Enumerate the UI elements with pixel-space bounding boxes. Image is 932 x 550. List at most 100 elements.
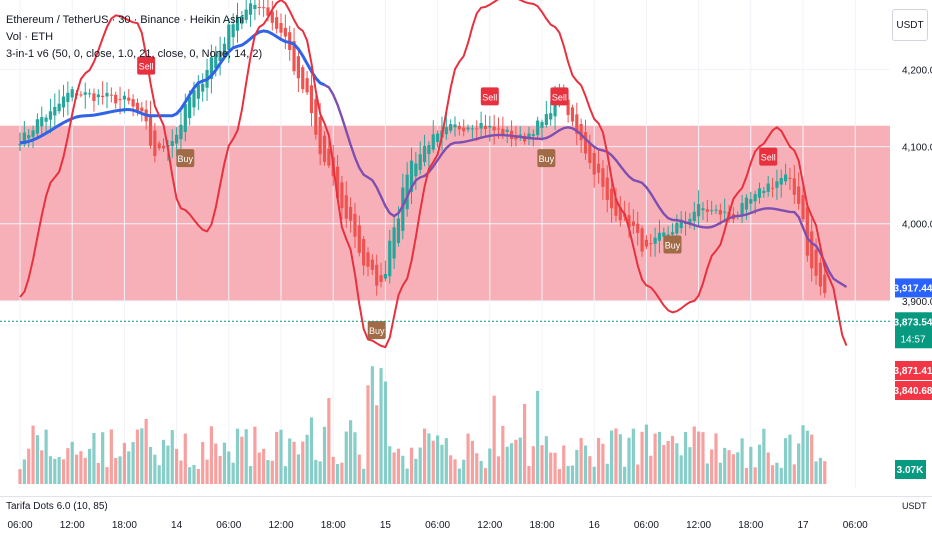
sell-signal-box [759,147,778,166]
volume-bar [40,450,44,484]
volume-bar [383,381,388,484]
volume-bar [427,433,431,484]
candle-body [357,225,361,253]
candle-body [79,94,83,96]
volume-bar [705,463,709,484]
candle-body [718,209,722,215]
volume-bar [727,450,731,484]
candle-body [431,134,435,150]
candle-body [601,168,605,187]
candle-body [270,11,274,23]
volume-bar [353,432,357,484]
candle-body [775,181,779,188]
candle-body [53,106,57,116]
volume-bar [670,435,675,484]
volume-bar [335,463,340,484]
volume-bar [614,428,618,484]
candle-body [340,182,344,209]
candle-body [649,243,653,245]
volume-bar [70,441,74,484]
bottom-pane-legend[interactable]: Tarifa Dots 6.0 (10, 85) [6,501,108,512]
volume-bar [283,466,287,484]
buy-signal-box [663,235,682,254]
volume-bar [666,440,670,484]
candle-body [457,125,461,130]
volume-bar [770,465,775,484]
buy-signal: Buy [663,235,682,254]
volume-bar [805,430,809,484]
candle-body [262,7,266,9]
price-label-box [895,312,932,349]
candle-body [48,111,53,120]
volume-bar [531,446,535,484]
candle-body [301,67,305,90]
candle-body [148,115,153,146]
candle-body [579,124,583,141]
candle-body [531,134,535,137]
candle-body [153,130,157,157]
volume-bar [331,456,335,484]
volume-bar [618,434,622,484]
candle-body [40,117,44,127]
indicator-legend[interactable]: 3-in-1 v6 (50, 0, close, 1.0, 21, close,… [6,48,263,60]
candle-body [470,128,475,130]
volume-bar [35,435,40,484]
volume-label-box [895,460,926,479]
volume-legend[interactable]: Vol · ETH [6,31,54,43]
candle-body [475,128,479,130]
candle-body [662,232,666,237]
candle-body [314,99,318,135]
candle-body [296,56,301,79]
candle-body [466,127,470,130]
volume-bar [44,429,48,484]
volume-bar [492,395,496,484]
candle-body [710,210,714,212]
volume-bar [588,456,592,484]
volume-bar [322,426,327,484]
x-tick-label: 06:00 [634,520,659,531]
candle-body [666,234,670,236]
volume-bar [244,429,248,484]
volume-bar [679,455,683,484]
sell-signal-label: Sell [761,153,776,163]
volume-bar [479,460,483,484]
candle-body [122,95,127,100]
volume-bar [414,458,418,484]
volume-bar [714,433,718,484]
candle-body [105,92,109,97]
volume-bar [262,448,266,484]
volume-bar [301,441,305,484]
shaded-zone [0,125,890,301]
candle-body [818,262,823,287]
candle-body [749,199,753,204]
candle-body [335,166,340,199]
candle-body [349,206,353,221]
candle-body [409,160,414,192]
candle-body [214,53,218,69]
volume-bar [740,438,744,484]
volume-bar [562,445,566,484]
candle-body [353,213,357,237]
candle-body [488,125,492,128]
candle-body [549,113,553,120]
volume-bar [631,428,635,484]
volume-bar [697,431,701,484]
volume-bar [148,446,153,484]
candle-body [688,218,692,224]
sell-signal: Sell [137,56,156,75]
candle-body [770,187,775,189]
candle-body [275,17,279,29]
volume-bar [466,433,470,484]
volume-bar [544,436,548,484]
symbol-title[interactable]: Ethereum / TetherUS · 30 · Binance · Hei… [6,14,245,26]
volume-bar [131,442,135,484]
volume-bar [514,439,518,484]
x-tick-label: 12:00 [268,520,293,531]
currency-selector[interactable]: USDT [892,9,928,41]
candle-body [318,116,322,155]
sell-signal: Sell [759,147,778,166]
volume-bar [553,452,557,484]
volume-bar [518,437,522,484]
buy-signal-label: Buy [665,241,681,251]
